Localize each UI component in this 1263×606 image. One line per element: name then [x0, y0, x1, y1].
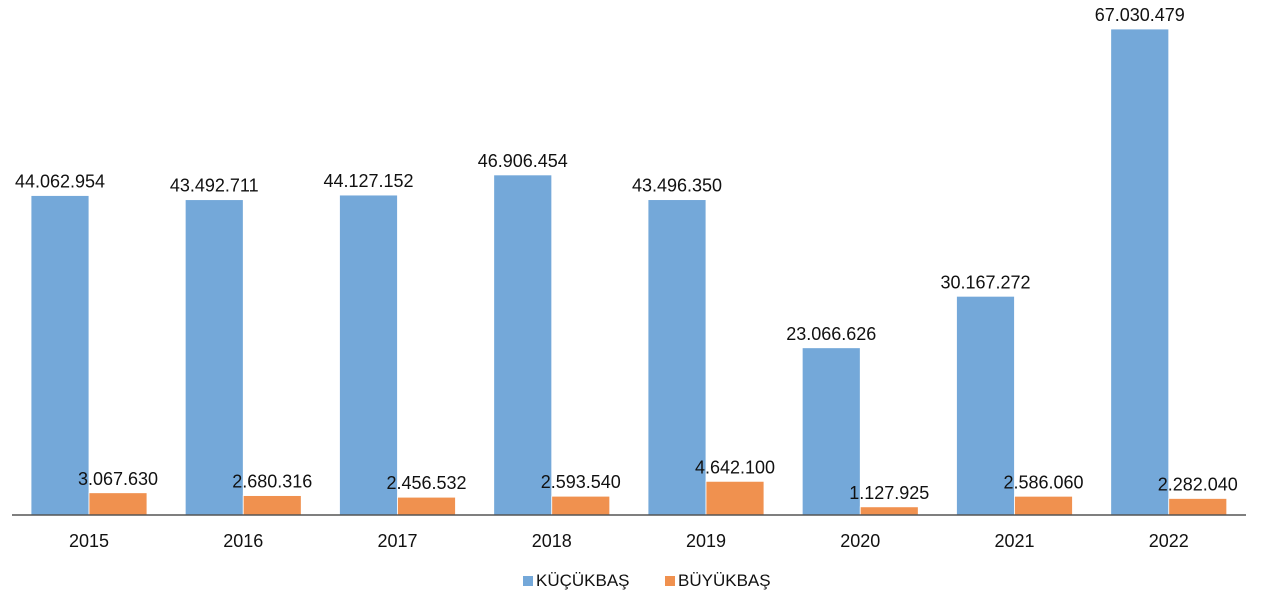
- bars-layer: [30, 28, 1228, 516]
- kucukbas-bar-2022: [1110, 28, 1170, 516]
- x-tick-label-2019: 2019: [686, 531, 726, 551]
- kucukbas-legend-swatch: [523, 576, 533, 586]
- buyukbas-data-label-2016: 2.680.316: [232, 472, 312, 492]
- buyukbas-data-label-2022: 2.282.040: [1158, 474, 1238, 494]
- legend: KÜÇÜKBAŞ BÜYÜKBAŞ: [523, 571, 771, 590]
- buyukbas-bar-2020: [859, 506, 919, 516]
- x-tick-label-2021: 2021: [994, 531, 1034, 551]
- x-tick-label-2022: 2022: [1149, 531, 1189, 551]
- buyukbas-data-label-2020: 1.127.925: [849, 483, 929, 503]
- buyukbas-data-label-2015: 3.067.630: [78, 469, 158, 489]
- kucukbas-bar-2020: [801, 347, 861, 516]
- kucukbas-data-label-2021: 30.167.272: [940, 272, 1030, 292]
- kucukbas-bar-2017: [339, 194, 398, 516]
- kucukbas-data-label-2022: 67.030.479: [1095, 5, 1185, 25]
- buyukbas-bar-2019: [705, 480, 765, 516]
- buyukbas-bar-2017: [397, 496, 456, 516]
- kucukbas-data-label-2018: 46.906.454: [478, 151, 568, 171]
- x-tick-label-2015: 2015: [69, 531, 109, 551]
- kucukbas-bar-2015: [30, 195, 90, 516]
- kucukbas-data-label-2015: 44.062.954: [15, 172, 105, 192]
- kucukbas-bar-2018: [493, 174, 553, 516]
- buyukbas-data-label-2019: 4.642.100: [695, 457, 775, 477]
- data-labels-layer: 44.062.954 3.067.630 43.492.711 2.680.316 44…: [15, 5, 1238, 503]
- buyukbas-bar-2015: [88, 492, 148, 516]
- kucukbas-data-label-2017: 44.127.152: [323, 171, 413, 191]
- buyukbas-legend-swatch: [665, 576, 675, 586]
- buyukbas-bar-2016: [242, 495, 302, 516]
- x-tick-label-2017: 2017: [377, 531, 417, 551]
- kucukbas-bar-2021: [956, 295, 1015, 516]
- buyukbas-legend-label: BÜYÜKBAŞ: [678, 571, 771, 590]
- kucukbas-data-label-2019: 43.496.350: [632, 176, 722, 196]
- kucukbas-bar-2016: [184, 199, 244, 516]
- buyukbas-data-label-2018: 2.593.540: [541, 472, 621, 492]
- buyukbas-bar-2022: [1168, 498, 1228, 516]
- x-tick-label-2016: 2016: [223, 531, 263, 551]
- buyukbas-data-label-2021: 2.586.060: [1003, 472, 1083, 492]
- kucukbas-legend-label: KÜÇÜKBAŞ: [536, 571, 630, 590]
- buyukbas-bar-2018: [551, 495, 611, 516]
- x-tick-label-2020: 2020: [840, 531, 880, 551]
- x-tick-labels: 2015 2016 2017 2018 2019 2020 2021 2022: [69, 531, 1189, 551]
- kucukbas-bar-2019: [647, 199, 707, 516]
- kucukbas-data-label-2020: 23.066.626: [786, 324, 876, 344]
- kucukbas-data-label-2016: 43.492.711: [170, 176, 259, 196]
- buyukbas-data-label-2017: 2.456.532: [386, 473, 466, 493]
- buyukbas-bar-2021: [1014, 495, 1073, 516]
- x-tick-label-2018: 2018: [532, 531, 572, 551]
